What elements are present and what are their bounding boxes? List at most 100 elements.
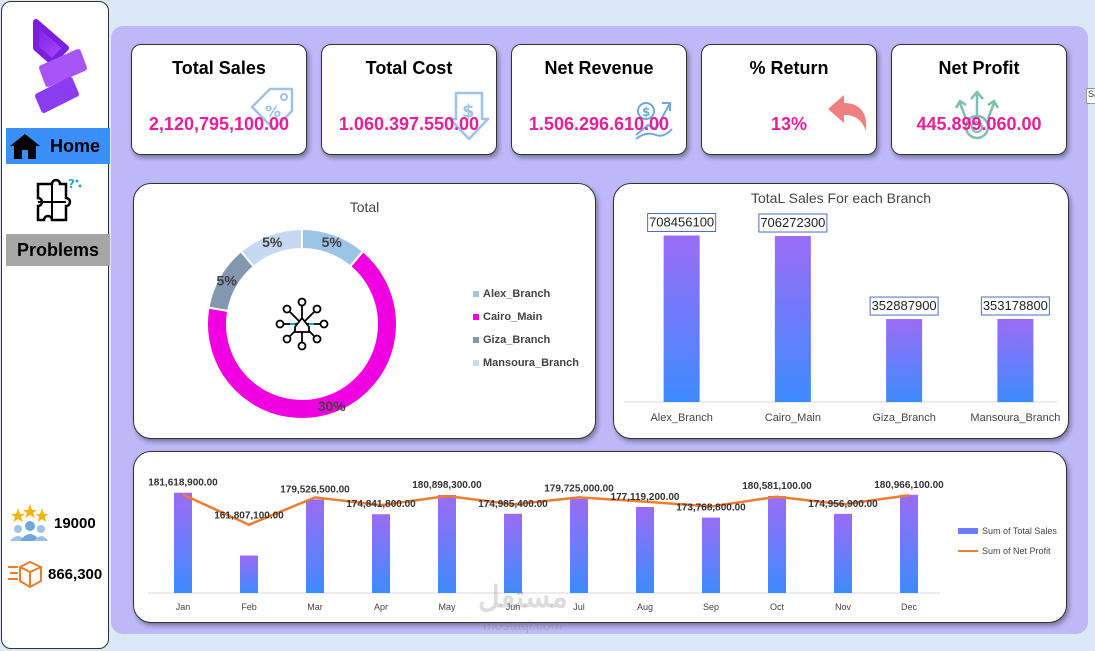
data-label-box — [980, 296, 1050, 316]
kpi-title: % Return — [749, 58, 829, 78]
svg-text:$: $ — [462, 101, 475, 122]
branch-category-label: Alex_Branch — [650, 412, 712, 424]
return-arrow-icon — [828, 95, 867, 131]
month-category-label: May — [438, 602, 456, 612]
legend-item: Alex_Branch — [473, 288, 579, 300]
price-tag-percent-icon: % — [250, 87, 294, 131]
month-data-label: 177,119,200.00 — [611, 492, 680, 503]
donut-legend: Alex_Branch Cairo_Main Giza_Branch Manso… — [473, 288, 579, 380]
month-data-label: 161,807,100.00 — [214, 511, 284, 522]
network-home-icon — [275, 297, 329, 351]
edge-tab[interactable]: Sa — [1086, 88, 1095, 104]
dollar-down-arrow-icon: $ — [448, 91, 490, 141]
month-bar — [702, 517, 720, 593]
kpi-return: % Return 13% — [701, 44, 877, 155]
month-category-label: Jun — [506, 602, 521, 612]
data-label-box — [647, 213, 717, 233]
svg-text:%: % — [265, 102, 281, 121]
legend-item: Cairo_Main — [473, 311, 579, 323]
branch-category-label: Cairo_Main — [765, 412, 821, 424]
month-bar — [504, 513, 522, 593]
nav-home-button[interactable]: Home — [6, 128, 110, 164]
month-category-label: Aug — [637, 602, 653, 612]
month-category-label: Nov — [835, 602, 852, 612]
branch-data-label: 706272300 — [760, 215, 825, 230]
home-icon — [10, 134, 40, 159]
donut-data-label: 5% — [217, 273, 238, 289]
month-bar — [636, 506, 654, 593]
kpi-title: Net Profit — [938, 58, 1020, 78]
donut-data-label: 5% — [262, 234, 283, 250]
kpi-title: Net Revenue — [544, 58, 654, 78]
svg-text:?: ? — [68, 177, 75, 191]
kpi-value: 13% — [770, 114, 808, 134]
kpi-total-sales: Total Sales % 2,120,795,100.00 — [131, 44, 307, 155]
month-category-label: Dec — [901, 602, 918, 612]
branch-bar — [663, 235, 700, 402]
monthly-combo-chart: Jan Feb Mar Apr May Jun Jul Aug Sep Oct Nov Dec 181,… — [148, 478, 944, 612]
monthly-sales-chart-panel: Jan Feb Mar Apr May Jun Jul Aug Sep Oct Nov Dec 181,… — [133, 451, 1067, 623]
month-category-label: Feb — [241, 602, 257, 612]
month-bar — [306, 499, 324, 593]
month-data-label: 180,966,100.00 — [874, 480, 944, 491]
month-category-label: Jan — [176, 602, 191, 612]
donut-slice-mansoura-branch — [239, 227, 303, 268]
kpi-value: 445.899.060.00 — [916, 114, 1042, 134]
month-bar — [900, 494, 918, 593]
nav-problems-button[interactable]: Problems — [6, 234, 110, 266]
month-data-label: 179,725,000.00 — [544, 484, 614, 495]
branch-bar — [997, 319, 1034, 402]
kpi-value: 1.506.296.610.00 — [528, 114, 670, 134]
branch-bar-chart: 708456100 Alex_Branch 706272300 Cairo_Main 3… — [624, 213, 1060, 424]
branch-data-label: 353178800 — [983, 298, 1048, 313]
sidebar: Home ? Problems 19000 866,300 — [1, 1, 110, 649]
month-category-label: Sep — [703, 602, 719, 612]
branch-category-label: Giza_Branch — [872, 412, 936, 424]
donut-data-label: 5% — [322, 234, 343, 250]
kpi-total-cost: Total Cost $ 1.060.397.550.00 — [321, 44, 497, 155]
chart-title: TotaL Sales For each Branch — [750, 190, 932, 206]
kpi-title: Total Cost — [365, 58, 453, 78]
month-bar — [768, 496, 786, 593]
kpi-net-profit: Net Profit 445.899.060.00 — [891, 44, 1067, 155]
combo-legend: Sum of Total Sales Sum of Net Profit — [958, 526, 1057, 556]
month-category-label: Apr — [374, 602, 388, 612]
stat-deliveries: 866,300 — [8, 559, 102, 589]
data-label-box — [869, 296, 939, 316]
month-data-label: 179,526,500.00 — [280, 484, 350, 495]
month-bar — [438, 495, 456, 593]
branch-category-label: Mansoura_Branch — [970, 412, 1060, 424]
puzzle-icon[interactable]: ? — [34, 176, 82, 226]
chart-title: Total — [349, 199, 380, 215]
watermark: مستقل — [478, 581, 568, 614]
nav-problems-label: Problems — [16, 239, 100, 260]
month-category-label: Jul — [573, 602, 585, 612]
legend-item: Giza_Branch — [473, 334, 579, 346]
month-data-label: 174,985,400.00 — [478, 499, 548, 510]
watermark-url: mostaql.com — [483, 617, 563, 633]
branch-bar — [774, 236, 811, 402]
kpi-title: Total Sales — [172, 58, 266, 78]
month-data-label: 180,581,100.00 — [742, 481, 812, 492]
kpi-net-revenue: Net Revenue $ 1.506.296.610.00 — [511, 44, 687, 155]
month-bar — [834, 513, 852, 593]
month-data-label: 174,841,800.00 — [346, 499, 416, 510]
money-growth-icon: $ — [635, 102, 673, 140]
stars-users-icon — [10, 504, 48, 541]
donut-chart: 5% 30% 5% 5% — [206, 227, 398, 420]
legend-item: Sum of Net Profit — [958, 546, 1057, 556]
legend-item: Mansoura_Branch — [473, 357, 579, 369]
delivery-box-icon — [8, 560, 42, 589]
month-bar — [174, 492, 192, 593]
donut-chart-panel: Total 5% 30% 5% 5% Alex_Branch Cairo_Main G… — [133, 183, 596, 439]
legend-item: Sum of Total Sales — [958, 526, 1057, 536]
month-data-label: 180,898,300.00 — [412, 480, 482, 491]
month-category-label: Mar — [307, 602, 323, 612]
net-profit-line — [182, 493, 910, 527]
app-logo-icon — [33, 19, 87, 113]
kpi-value: 1.060.397.550.00 — [338, 114, 480, 134]
month-category-label: Oct — [770, 602, 785, 612]
branch-bar — [886, 319, 923, 402]
svg-text:$: $ — [642, 105, 650, 119]
branch-data-label: 352887900 — [872, 298, 937, 313]
